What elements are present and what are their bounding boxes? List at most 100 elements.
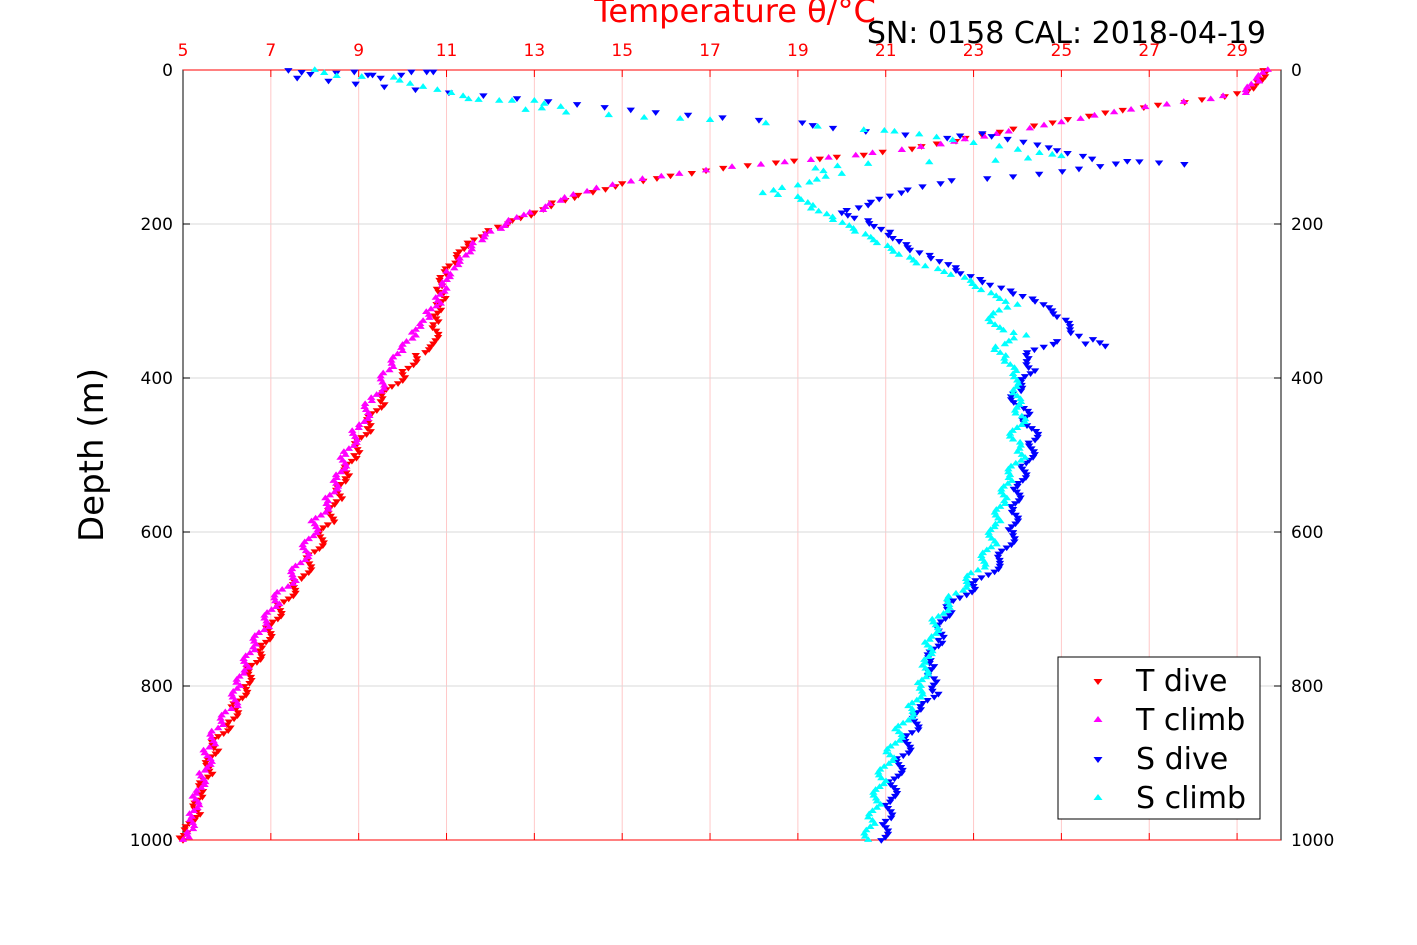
data-point	[407, 328, 417, 335]
data-point	[999, 326, 1008, 333]
data-point	[933, 624, 943, 631]
data-point	[1088, 337, 1098, 343]
y-tick-label-left: 400	[141, 369, 173, 389]
data-point	[897, 770, 906, 777]
data-point	[808, 123, 817, 129]
data-point	[277, 610, 286, 617]
data-point	[1049, 311, 1058, 318]
data-point	[195, 812, 205, 818]
data-point	[1026, 371, 1035, 377]
data-point	[320, 69, 329, 75]
data-point	[1074, 166, 1084, 173]
data-point	[192, 787, 201, 793]
data-point	[380, 84, 389, 91]
data-point	[864, 813, 873, 820]
data-point	[956, 271, 965, 277]
data-point	[915, 130, 924, 137]
data-point	[407, 69, 416, 76]
data-point	[1057, 118, 1066, 125]
data-point	[1013, 376, 1022, 383]
data-point	[1013, 518, 1023, 525]
data-point	[1017, 412, 1027, 419]
data-point	[601, 187, 610, 193]
x-tick-label: 19	[787, 41, 809, 61]
data-point	[467, 242, 476, 249]
data-point	[1030, 437, 1040, 444]
data-point	[970, 586, 980, 593]
data-point	[331, 471, 341, 478]
data-point	[238, 695, 247, 702]
data-point	[1013, 515, 1023, 522]
data-point	[929, 676, 939, 683]
data-point	[951, 589, 961, 596]
data-point	[1022, 359, 1031, 365]
data-point	[232, 676, 241, 682]
series-t-climb	[178, 66, 1273, 842]
data-point	[442, 267, 451, 274]
data-point	[887, 815, 896, 822]
data-point	[904, 716, 913, 723]
data-point	[881, 825, 891, 831]
data-point	[1006, 288, 1015, 295]
data-point	[429, 341, 438, 348]
data-point	[995, 557, 1004, 564]
data-point	[1095, 340, 1105, 347]
x-tick-label: 21	[875, 41, 897, 61]
data-point	[995, 563, 1005, 570]
data-point	[904, 750, 913, 757]
data-point	[872, 804, 882, 810]
data-point	[994, 306, 1004, 313]
data-point	[304, 550, 313, 557]
data-point	[966, 569, 976, 576]
data-point	[507, 97, 517, 103]
series-s-climb	[310, 66, 1066, 842]
data-point	[907, 146, 917, 153]
data-point	[876, 800, 885, 807]
data-point	[1016, 388, 1026, 395]
data-point	[270, 591, 279, 598]
data-point	[337, 496, 347, 503]
data-point	[460, 246, 469, 253]
data-point	[891, 739, 900, 746]
x-tick-label: 23	[963, 41, 985, 61]
data-point	[885, 193, 895, 200]
data-point	[912, 259, 921, 266]
data-point	[917, 687, 927, 694]
data-point	[1000, 500, 1010, 506]
data-point	[341, 479, 350, 485]
data-point	[412, 359, 421, 366]
data-point	[806, 156, 816, 162]
data-point	[882, 748, 891, 755]
data-point	[719, 165, 728, 172]
legend-entries: T dive T climb S dive S climb	[1093, 664, 1246, 816]
data-point	[657, 172, 666, 179]
data-point	[330, 502, 339, 508]
legend-marker	[1093, 756, 1103, 764]
data-point	[981, 560, 990, 567]
data-point	[1008, 291, 1018, 298]
data-point	[941, 616, 950, 623]
data-point	[1095, 164, 1105, 170]
data-point	[1090, 111, 1099, 118]
data-point	[398, 369, 407, 375]
data-point	[899, 753, 908, 760]
data-point	[1123, 158, 1132, 165]
data-point	[777, 184, 787, 190]
data-point	[1000, 354, 1009, 361]
data-point	[454, 261, 463, 268]
data-point	[1019, 405, 1029, 412]
legend-marker	[1093, 678, 1103, 686]
data-point	[1022, 423, 1032, 429]
data-point	[962, 578, 971, 584]
data-point	[342, 470, 351, 477]
data-point	[769, 186, 778, 193]
data-point	[1030, 299, 1040, 305]
data-point	[743, 163, 752, 169]
data-point	[572, 102, 582, 108]
data-point	[409, 362, 418, 369]
data-point	[247, 677, 256, 684]
data-point	[898, 767, 907, 774]
data-point	[983, 176, 992, 182]
data-point	[1011, 521, 1020, 528]
